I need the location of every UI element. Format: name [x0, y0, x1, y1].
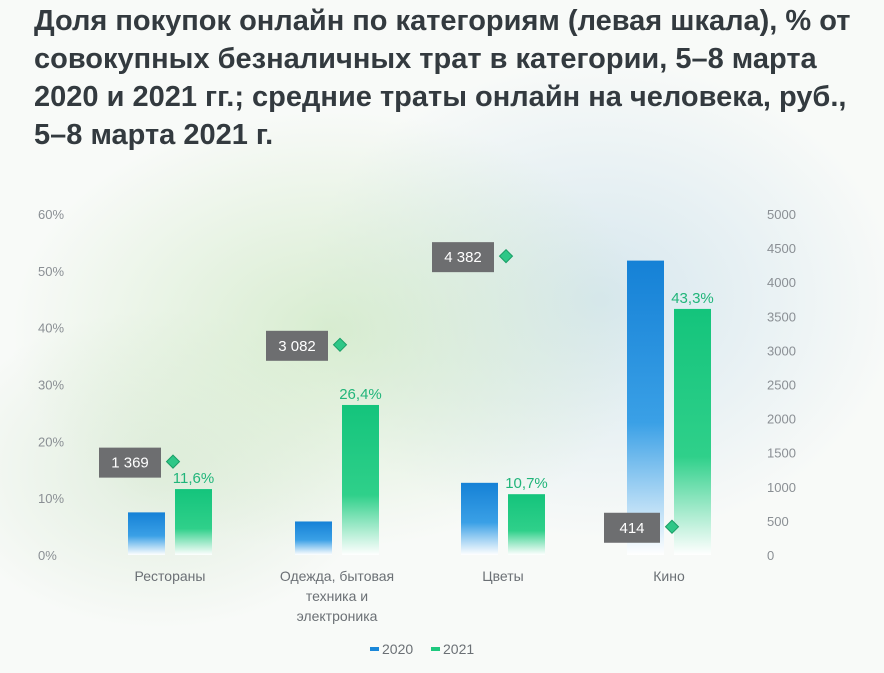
spend-diamond-marker [498, 248, 514, 264]
left-axis-tick-label: 10% [38, 491, 64, 506]
bar-2021-2 [508, 494, 545, 555]
legend-swatch-2020 [370, 647, 379, 651]
right-axis-tick-label: 500 [767, 514, 789, 529]
bar-2020-1 [295, 521, 332, 555]
bar-value-label: 10,7% [505, 475, 548, 492]
bar-2020-3 [627, 260, 664, 555]
left-axis: 0% 10% 20% 30% 40% 50% 60% [38, 207, 64, 563]
category-label: Рестораны [135, 568, 206, 584]
spend-callout-box [432, 242, 494, 273]
left-axis-tick-label: 30% [38, 378, 64, 393]
spend-callout-label: 3 082 [278, 338, 316, 355]
category-label: Цветы [482, 568, 523, 584]
left-axis-tick-label: 60% [38, 207, 64, 222]
legend: 2020 2021 [370, 641, 474, 657]
category-labels: Рестораны Одежда, бытовая техника и электро… [135, 568, 685, 624]
spend-callout-box [99, 447, 161, 478]
category-label: электроника [297, 608, 378, 624]
right-axis-tick-label: 4500 [767, 241, 796, 256]
bar-value-label: 11,6% [173, 470, 214, 487]
bars [128, 260, 711, 555]
chart-title: Доля покупок онлайн по категориям (левая… [34, 5, 851, 151]
spend-callout-label: 4 382 [444, 249, 482, 266]
right-axis-tick-label: 3000 [767, 343, 796, 358]
bar-2021-0 [175, 489, 212, 555]
right-axis-tick-label: 5000 [767, 207, 796, 222]
right-axis-tick-label: 2000 [767, 412, 796, 427]
left-axis-tick-label: 20% [38, 434, 64, 449]
legend-swatch-2021 [431, 647, 440, 651]
right-axis-tick-label: 0 [767, 548, 774, 563]
right-axis-tick-label: 4000 [767, 275, 796, 290]
right-axis-tick-label: 1000 [767, 480, 796, 495]
spend-markers: 1 369 3 082 4 382 414 [99, 242, 680, 543]
spend-callout-box [604, 512, 660, 543]
spend-callout-label: 1 369 [111, 455, 149, 472]
spend-callout-label: 414 [619, 520, 644, 537]
bar-2021-1 [342, 404, 379, 555]
bar-value-label: 26,4% [339, 386, 382, 403]
bar-2020-0 [128, 512, 165, 555]
spend-callout-box [266, 330, 328, 361]
right-axis-tick-label: 2500 [767, 378, 796, 393]
category-label: Одежда, бытовая [280, 568, 394, 584]
left-axis-tick-label: 40% [38, 321, 64, 336]
bar-2021-3 [674, 308, 711, 555]
bar-labels: 11,6% 26,4% 10,7% 43,3% [173, 290, 714, 492]
legend-label: 2021 [443, 641, 474, 657]
right-axis-tick-label: 1500 [767, 446, 796, 461]
spend-diamond-marker [332, 337, 348, 353]
bar-2020-2 [461, 482, 498, 555]
spend-diamond-marker [664, 519, 680, 534]
category-label: техника и [306, 588, 368, 604]
category-label: Кино [653, 568, 685, 584]
bar-value-label: 43,3% [671, 290, 714, 307]
legend-label: 2020 [382, 641, 413, 657]
right-axis: 0 500 1000 1500 2000 2500 3000 3500 4000 4500 5000 [767, 207, 796, 563]
left-axis-tick-label: 50% [38, 264, 64, 279]
right-axis-tick-label: 3500 [767, 309, 796, 324]
spend-diamond-marker [165, 454, 181, 469]
left-axis-tick-label: 0% [38, 548, 57, 563]
